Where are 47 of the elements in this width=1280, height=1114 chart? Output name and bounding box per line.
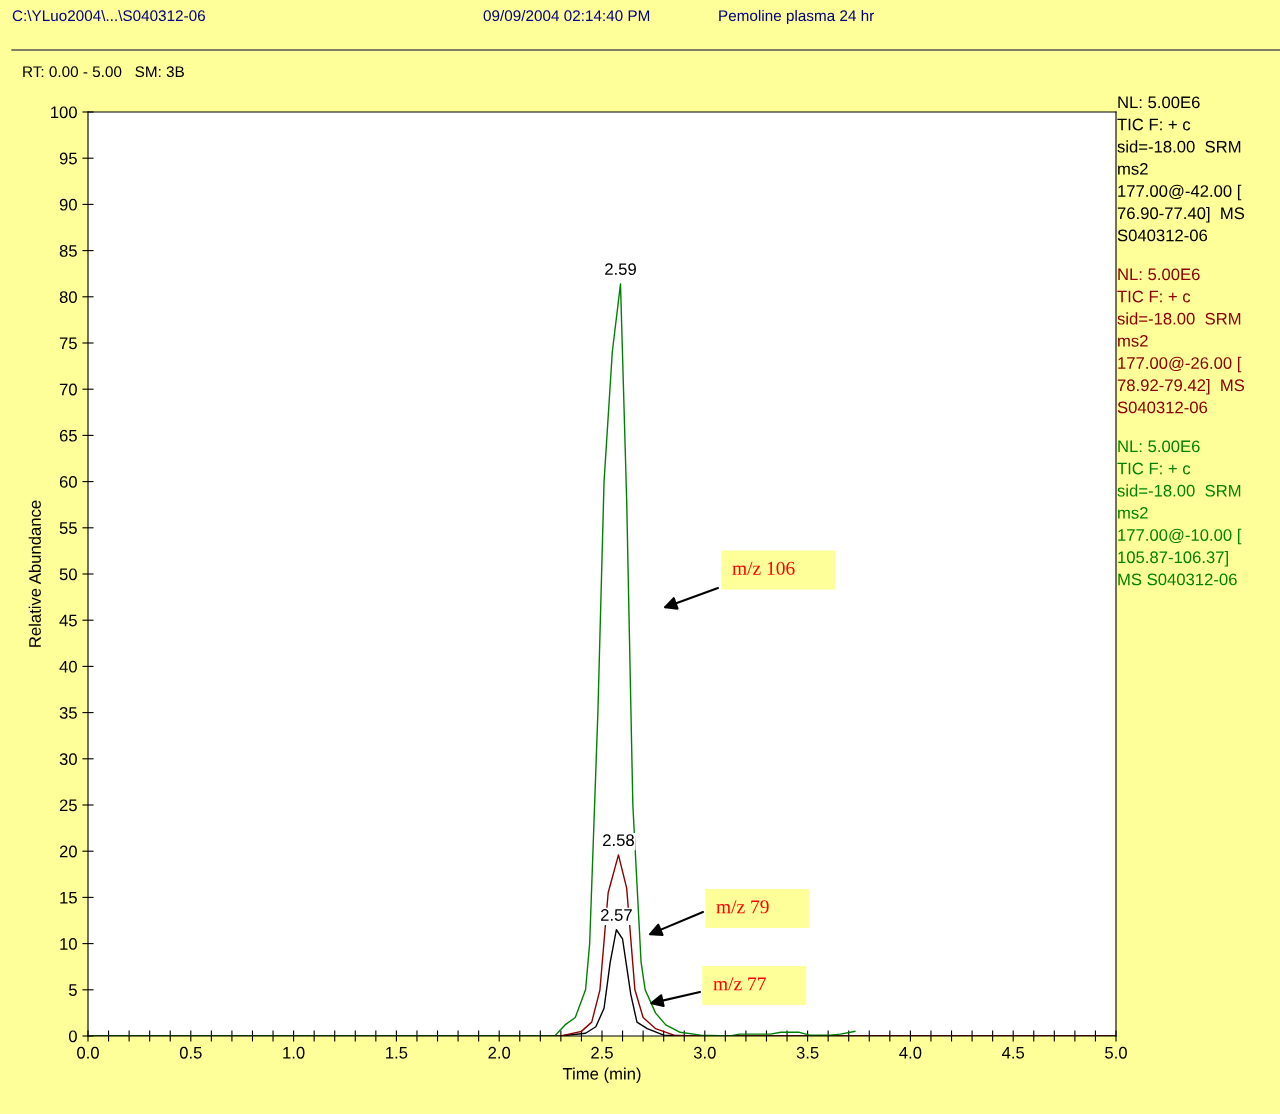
y-tick-label: 80 <box>59 291 77 303</box>
annotation: m/z 79 <box>716 900 769 914</box>
y-tick-label: 15 <box>60 891 77 904</box>
x-axis-title: Time (min) <box>562 1067 641 1084</box>
x-tick-label: 3.0 <box>693 1046 716 1059</box>
y-tick-label: 65 <box>59 429 77 442</box>
x-tick-label: 2.5 <box>591 1046 613 1059</box>
x-tick-label: 0.0 <box>77 1046 99 1059</box>
x-tick-label: 0.5 <box>179 1046 202 1059</box>
y-tick-label: 10 <box>60 938 77 950</box>
y-axis-title: Relative Abundance <box>28 500 41 647</box>
text: 09/09/2004 02:14:40 PM <box>483 9 650 22</box>
x-tick-label: 1.5 <box>386 1047 408 1059</box>
annotation: 2.58 <box>603 834 634 847</box>
y-tick-label: 5 <box>68 984 77 996</box>
text: C:\YLuo2004\...\S040312-06 <box>12 9 205 22</box>
y-tick-label: 50 <box>59 568 77 581</box>
y-tick-label: 45 <box>59 614 77 627</box>
y-tick-label: 75 <box>59 337 77 350</box>
text: NL: 5.00E6 TIC F: + c sid=-18.00 SRM ms2 177.00@-26.00 [ 78.92-79.42] MS S040312-06 <box>1117 268 1245 414</box>
x-tick-label: 4.0 <box>899 1046 922 1059</box>
y-tick-label: 30 <box>59 753 77 765</box>
x-tick-label: 4.5 <box>1002 1047 1025 1059</box>
y-tick-label: 70 <box>59 383 77 396</box>
y-tick-label: 40 <box>59 660 77 673</box>
y-tick-label: 35 <box>59 707 77 719</box>
annotation: m/z 77 <box>713 977 766 991</box>
y-tick-label: 100 <box>51 106 77 119</box>
y-tick-label: 25 <box>59 799 77 812</box>
y-tick-label: 90 <box>59 198 77 211</box>
y-tick-label: 95 <box>59 152 77 165</box>
y-tick-label: 20 <box>59 845 77 858</box>
annotation: m/z 106 <box>732 561 795 575</box>
text: NL: 5.00E6 TIC F: + c sid=-18.00 SRM ms2 177.00@-10.00 [ 105.87-106.37] MS S040312-06 <box>1117 440 1242 586</box>
y-tick-label: 60 <box>59 476 77 488</box>
y-tick-label: 85 <box>59 245 77 257</box>
x-tick-label: 1.0 <box>283 1046 305 1059</box>
text: RT: 0.00 - 5.00 SM: 3B <box>23 66 184 78</box>
annotation: 2.59 <box>605 263 636 276</box>
y-tick-label: 0 <box>68 1030 77 1043</box>
chart-title: Pemoline plasma 24 hr <box>719 9 874 25</box>
y-tick-label: 55 <box>59 522 77 534</box>
text: NL: 5.00E6 TIC F: + c sid=-18.00 SRM ms2 177.00@-42.00 [ 76.90-77.40] MS S040312-06 <box>1117 96 1245 242</box>
x-tick-label: 2.0 <box>488 1046 511 1059</box>
x-tick-label: 3.5 <box>796 1046 819 1059</box>
x-tick-label: 5.0 <box>1105 1046 1127 1059</box>
annotation: 2.57 <box>601 909 632 921</box>
